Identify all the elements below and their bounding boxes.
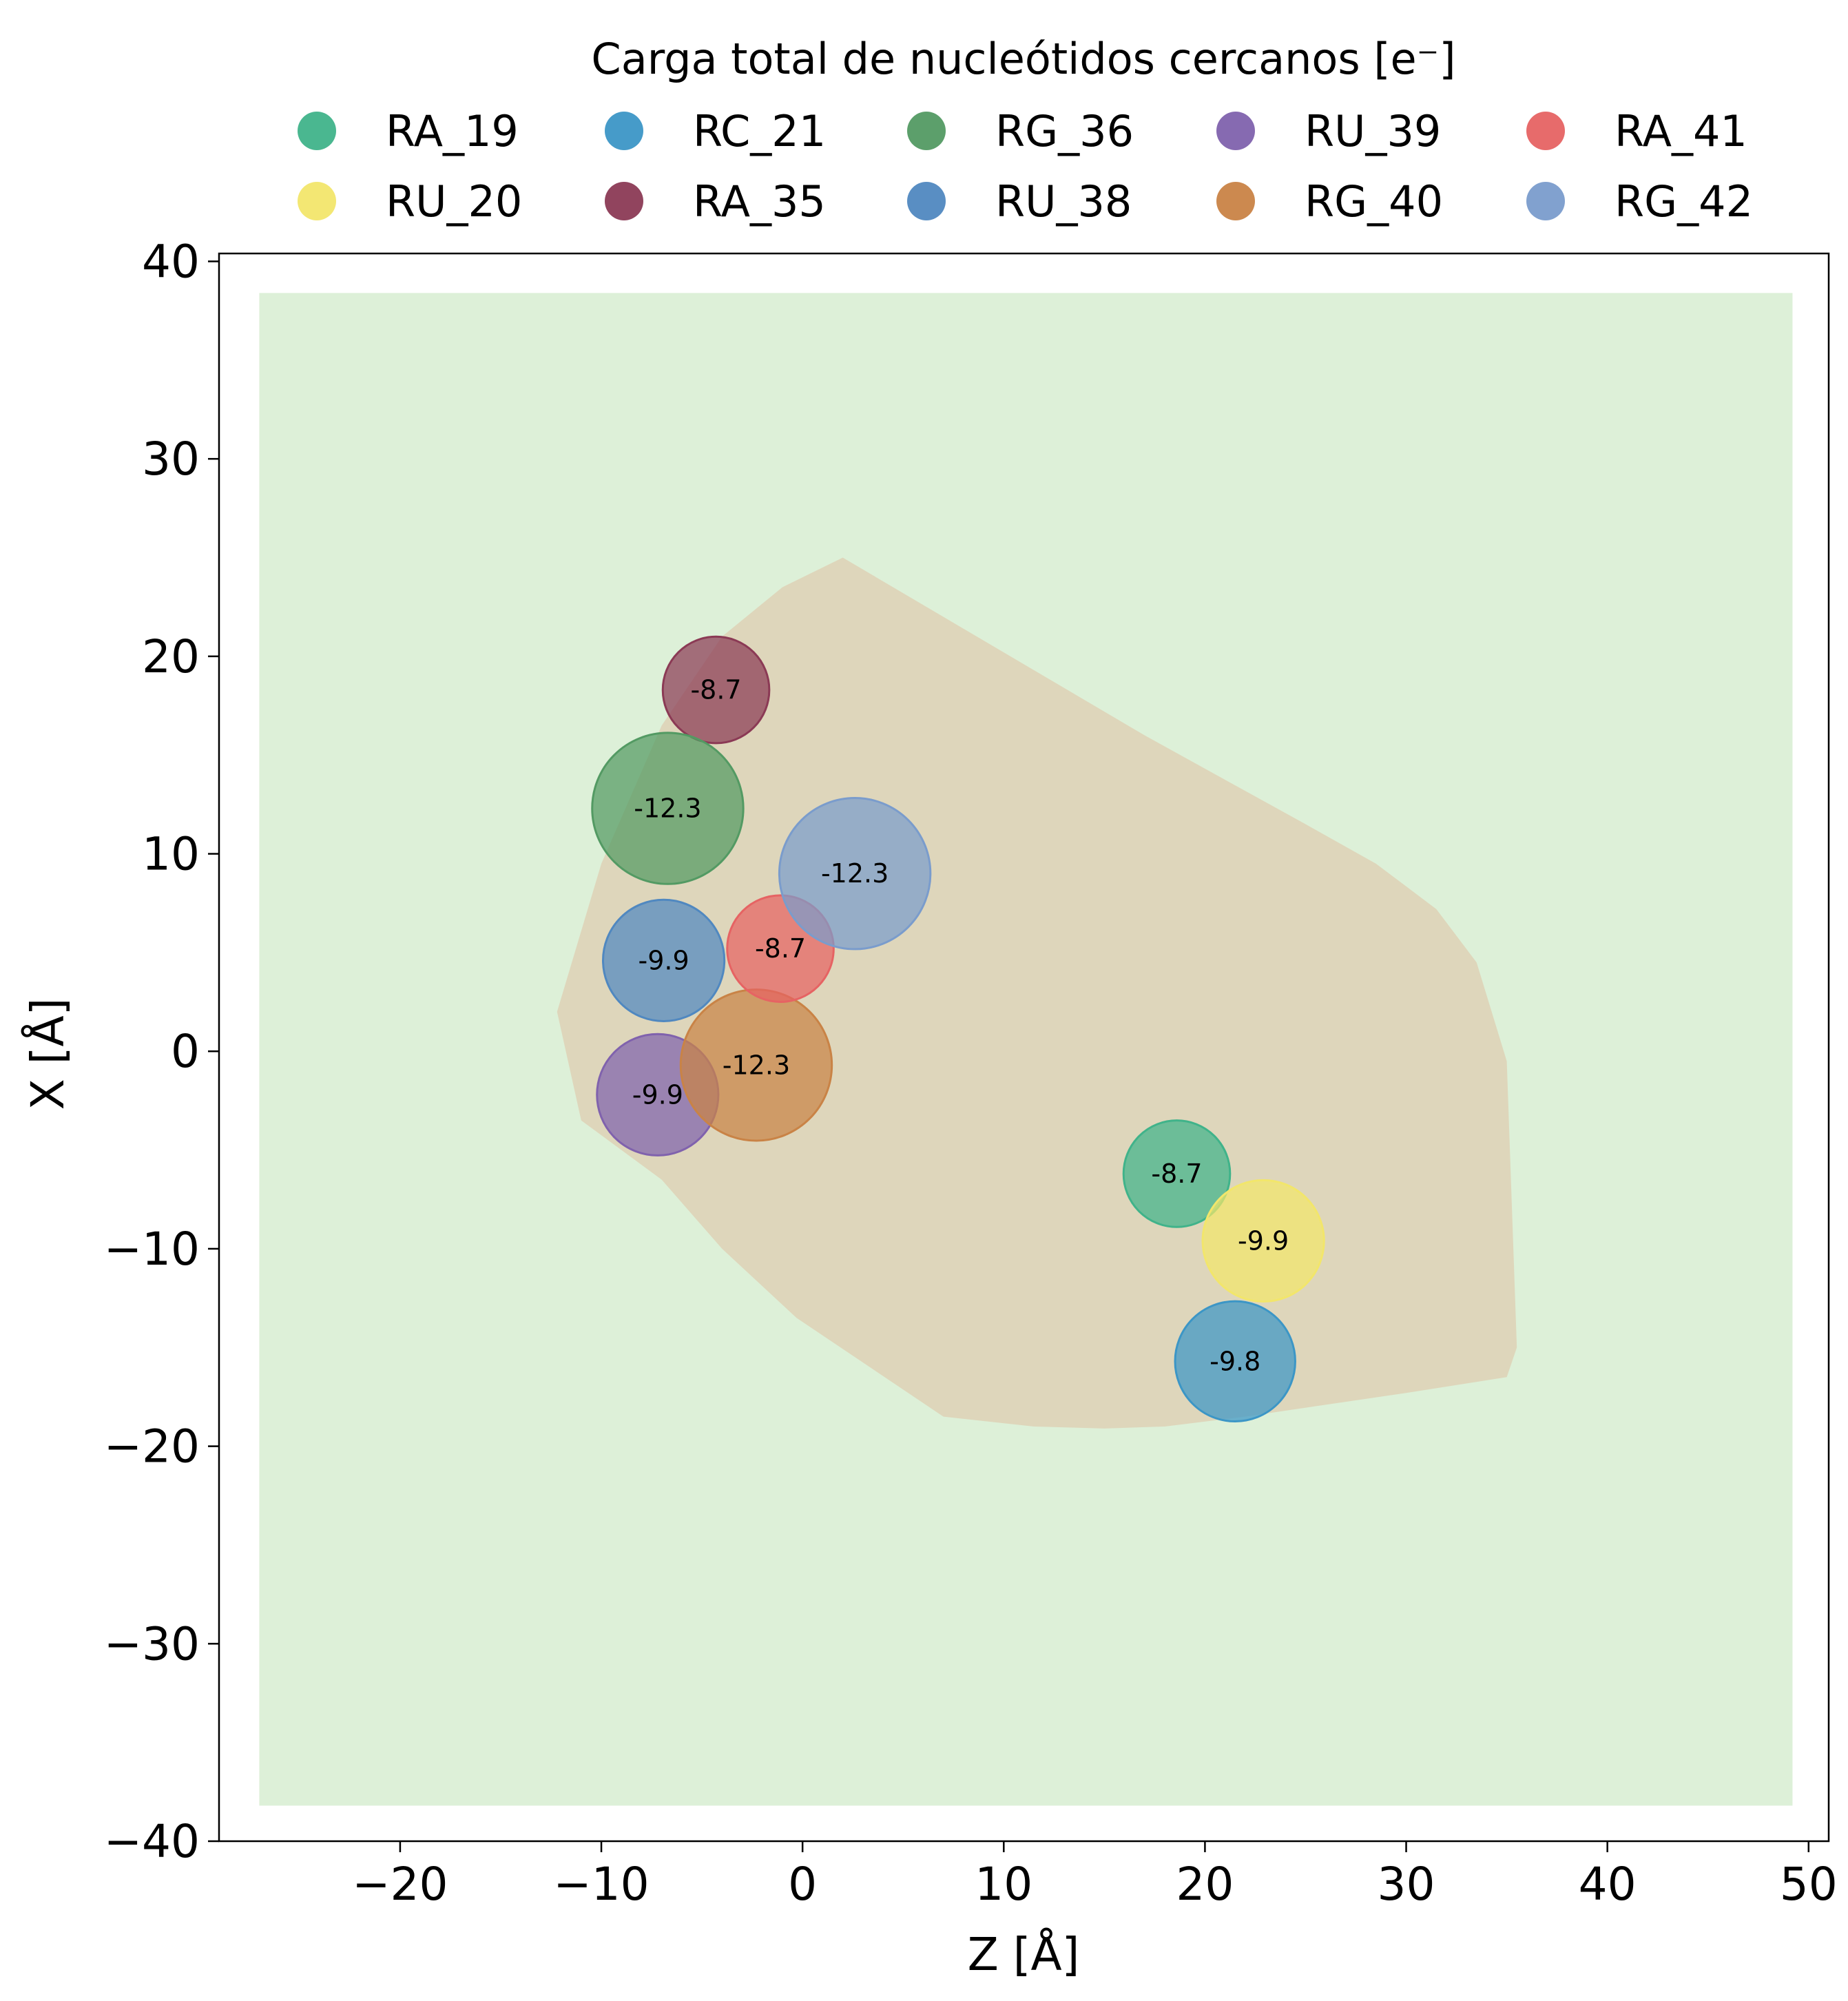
- x-tick-label: −10: [553, 1858, 649, 1911]
- legend-marker: [1526, 112, 1565, 150]
- legend-marker: [1216, 112, 1255, 150]
- legend-item-rc-21: RC_21: [605, 106, 826, 156]
- y-tick-label: 0: [171, 1025, 200, 1078]
- legend-marker: [907, 112, 946, 150]
- legend-label: RC_21: [693, 106, 826, 156]
- point-marker: [1201, 1179, 1325, 1303]
- point-label: -8.7: [690, 675, 741, 705]
- y-tick-label: 10: [142, 828, 200, 881]
- point-ra-35: -8.7: [661, 635, 771, 745]
- legend-label: RU_20: [386, 176, 522, 227]
- legend-item-ru-20: RU_20: [298, 176, 522, 227]
- x-tick-label: 40: [1579, 1858, 1637, 1911]
- point-rc-21: -9.8: [1174, 1300, 1296, 1423]
- x-axis-label: Z [Å]: [968, 1928, 1080, 1981]
- legend-marker: [605, 112, 643, 150]
- legend-marker: [1526, 182, 1565, 220]
- point-label: -12.3: [821, 858, 889, 889]
- x-tick-label: 10: [975, 1858, 1032, 1911]
- legend-item-rg-36: RG_36: [907, 106, 1134, 156]
- point-marker: [778, 797, 932, 951]
- point-marker: [591, 732, 745, 885]
- legend-label: RA_19: [386, 106, 519, 156]
- y-tick-label: 40: [142, 235, 200, 288]
- legend-title: Carga total de nucleótidos cercanos [e⁻]: [591, 34, 1455, 84]
- x-tick-label: 30: [1378, 1858, 1435, 1911]
- point-rg-42: -12.3: [778, 797, 932, 951]
- y-axis-ticks: −40 −30 −20 −10 0 10 20 30 40: [104, 235, 219, 1868]
- legend: Carga total de nucleótidos cercanos [e⁻]…: [298, 34, 1753, 227]
- y-axis-label: X [Å]: [21, 998, 74, 1110]
- point-label: -12.3: [723, 1050, 790, 1080]
- x-tick-label: −20: [352, 1858, 448, 1911]
- legend-item-ru-39: RU_39: [1216, 106, 1441, 156]
- y-tick-label: −20: [104, 1420, 200, 1473]
- y-tick-label: 20: [142, 630, 200, 683]
- point-label: -9.9: [639, 945, 689, 975]
- legend-item-ru-38: RU_38: [907, 176, 1132, 227]
- x-tick-label: 20: [1176, 1858, 1234, 1911]
- x-tick-label: 0: [788, 1858, 817, 1911]
- legend-label: RG_36: [995, 106, 1134, 156]
- legend-item-ra-19: RA_19: [298, 106, 519, 156]
- legend-item-rg-42: RG_42: [1526, 176, 1753, 227]
- legend-item-ra-35: RA_35: [605, 176, 826, 227]
- point-ru-38: -9.9: [601, 898, 726, 1022]
- point-label: -12.3: [634, 794, 701, 824]
- y-tick-label: −30: [104, 1617, 200, 1670]
- legend-label: RU_38: [995, 176, 1132, 227]
- point-label: -8.7: [1151, 1159, 1202, 1189]
- legend-items: RA_19 RU_20 RC_21 RA_35 RG_36 RU_38 RU_39 RG_40…: [298, 106, 1753, 227]
- point-ra-19: -8.7: [1122, 1119, 1232, 1228]
- data-points-layer: -8.7 -9.9 -9.8 -8.7 -12.3 -9.9 -9.9 -12.3 -8.7 -1…: [591, 635, 1325, 1423]
- point-rg-40: -12.3: [679, 988, 833, 1142]
- x-axis-ticks: −20 −10 0 10 20 30 40 50: [352, 1841, 1838, 1911]
- point-marker: [1174, 1300, 1296, 1423]
- legend-marker: [298, 112, 336, 150]
- legend-item-ra-41: RA_41: [1526, 106, 1747, 156]
- point-marker: [661, 635, 771, 745]
- legend-label: RG_40: [1305, 176, 1443, 227]
- legend-item-rg-40: RG_40: [1216, 176, 1443, 227]
- y-tick-label: −10: [104, 1223, 200, 1276]
- y-tick-label: −40: [104, 1815, 200, 1868]
- legend-label: RA_41: [1615, 106, 1747, 156]
- point-marker: [601, 898, 726, 1022]
- x-tick-label: 50: [1780, 1858, 1838, 1911]
- legend-marker: [298, 182, 336, 220]
- y-tick-label: 30: [142, 433, 200, 486]
- point-rg-36: -12.3: [591, 732, 745, 885]
- legend-label: RG_42: [1615, 176, 1753, 227]
- point-label: -9.8: [1209, 1346, 1260, 1376]
- legend-label: RU_39: [1305, 106, 1441, 156]
- legend-marker: [907, 182, 946, 220]
- plot-frame: [218, 252, 1830, 1843]
- point-marker: [1122, 1119, 1232, 1228]
- point-label: -8.7: [755, 933, 806, 964]
- legend-marker: [605, 182, 643, 220]
- point-label: -9.9: [1238, 1225, 1289, 1256]
- legend-marker: [1216, 182, 1255, 220]
- point-ru-20: -9.9: [1201, 1179, 1325, 1303]
- legend-label: RA_35: [693, 176, 826, 227]
- point-label: -9.9: [632, 1079, 683, 1110]
